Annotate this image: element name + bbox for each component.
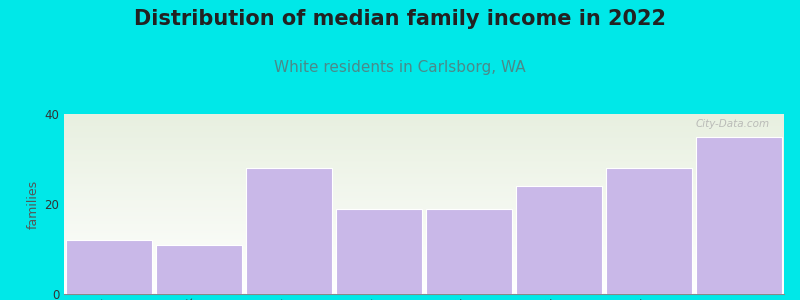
Bar [66, 240, 152, 294]
Bar [246, 168, 332, 294]
Text: White residents in Carlsborg, WA: White residents in Carlsborg, WA [274, 60, 526, 75]
Bar [606, 168, 692, 294]
Bar [336, 208, 422, 294]
Text: City-Data.com: City-Data.com [695, 119, 770, 129]
Y-axis label: families: families [27, 179, 40, 229]
Bar [156, 244, 242, 294]
Bar [696, 136, 782, 294]
Bar [516, 186, 602, 294]
Text: Distribution of median family income in 2022: Distribution of median family income in … [134, 9, 666, 29]
Bar [426, 208, 512, 294]
